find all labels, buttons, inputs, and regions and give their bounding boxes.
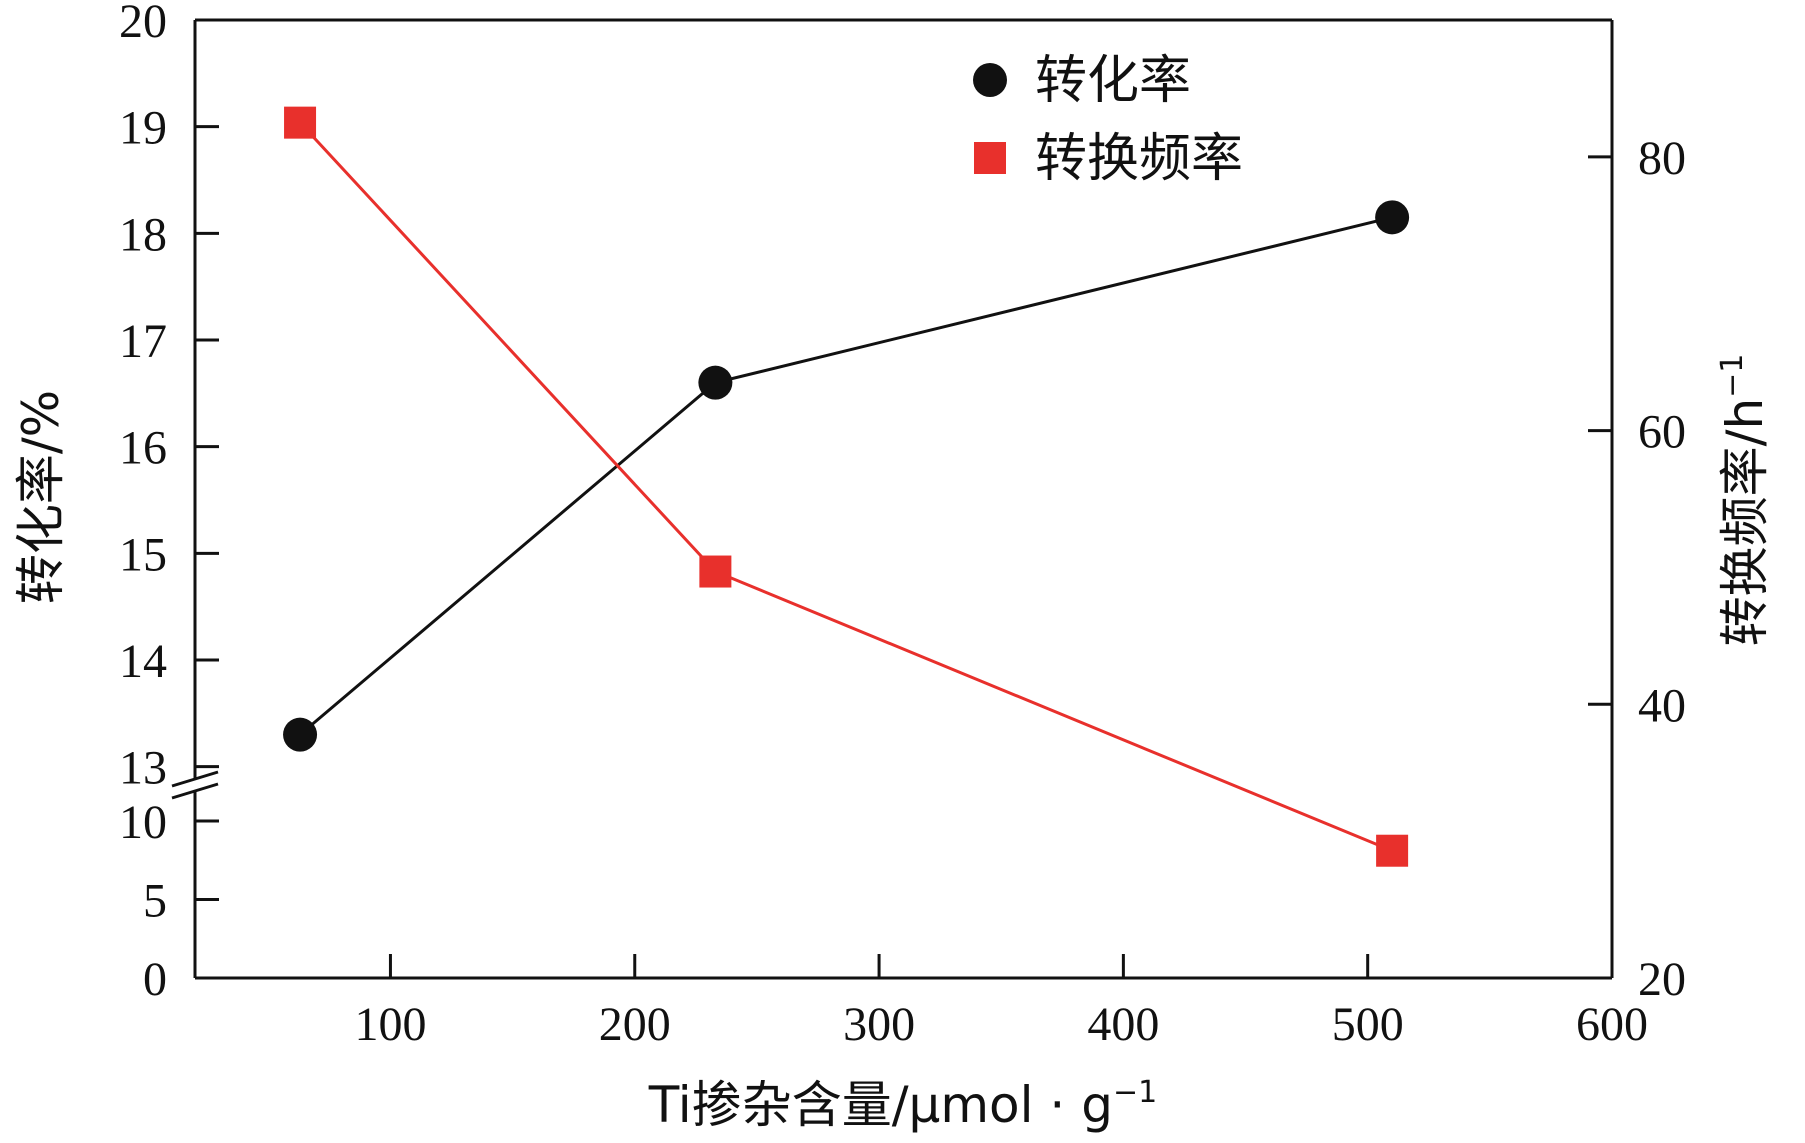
x-tick-label: 500 xyxy=(1332,998,1404,1051)
data-point-square xyxy=(699,555,732,588)
axis-break-mark xyxy=(171,770,219,788)
left-y-tick-label: 17 xyxy=(119,315,167,368)
right-y-tick-label: 80 xyxy=(1638,132,1686,185)
left-y-tick-label: 15 xyxy=(119,528,167,581)
left-y-axis-title: 转化率/% xyxy=(12,390,70,604)
data-point-square xyxy=(284,106,317,139)
data-point-circle xyxy=(283,717,318,752)
left-y-tick-label: 19 xyxy=(119,102,167,155)
right-y-tick-label: 60 xyxy=(1638,406,1686,459)
right-y-tick-label: 40 xyxy=(1638,679,1686,732)
left-y-tick-label: 13 xyxy=(119,742,167,795)
left-y-tick-label: 14 xyxy=(119,635,167,688)
x-tick-label: 100 xyxy=(354,998,426,1051)
left-y-tick-label: 10 xyxy=(119,796,167,849)
left-y-tick-label: 20 xyxy=(119,0,167,48)
legend-label: 转化率 xyxy=(1035,51,1191,111)
x-axis-title: Ti掺杂含量/μmol · g−1 xyxy=(648,1075,1157,1134)
left-y-tick-label: 0 xyxy=(143,953,167,1006)
data-point-square xyxy=(1376,834,1409,867)
series-line-2 xyxy=(298,121,1393,853)
right-y-tick-label: 20 xyxy=(1638,953,1686,1006)
legend-marker-circle xyxy=(973,63,1007,97)
left-y-tick-label: 16 xyxy=(119,422,167,475)
x-tick-label: 400 xyxy=(1087,998,1159,1051)
axis-break-mark xyxy=(171,782,219,800)
data-point-circle xyxy=(1375,200,1410,235)
right-y-axis-title-superscript: −1 xyxy=(1715,354,1750,398)
x-tick-label: 200 xyxy=(599,998,671,1051)
x-tick-label: 600 xyxy=(1576,998,1648,1051)
x-tick-label: 300 xyxy=(843,998,915,1051)
right-y-axis-title: 转换频率/h−1 xyxy=(1715,354,1774,647)
x-axis-title-superscript: −1 xyxy=(1113,1075,1157,1110)
series-line-1 xyxy=(299,215,1393,736)
left-y-tick-label: 18 xyxy=(119,208,167,261)
data-point-circle xyxy=(698,365,733,400)
legend-label: 转换频率 xyxy=(1035,129,1243,189)
legend-marker-square xyxy=(974,142,1006,174)
left-y-tick-label: 5 xyxy=(143,874,167,927)
